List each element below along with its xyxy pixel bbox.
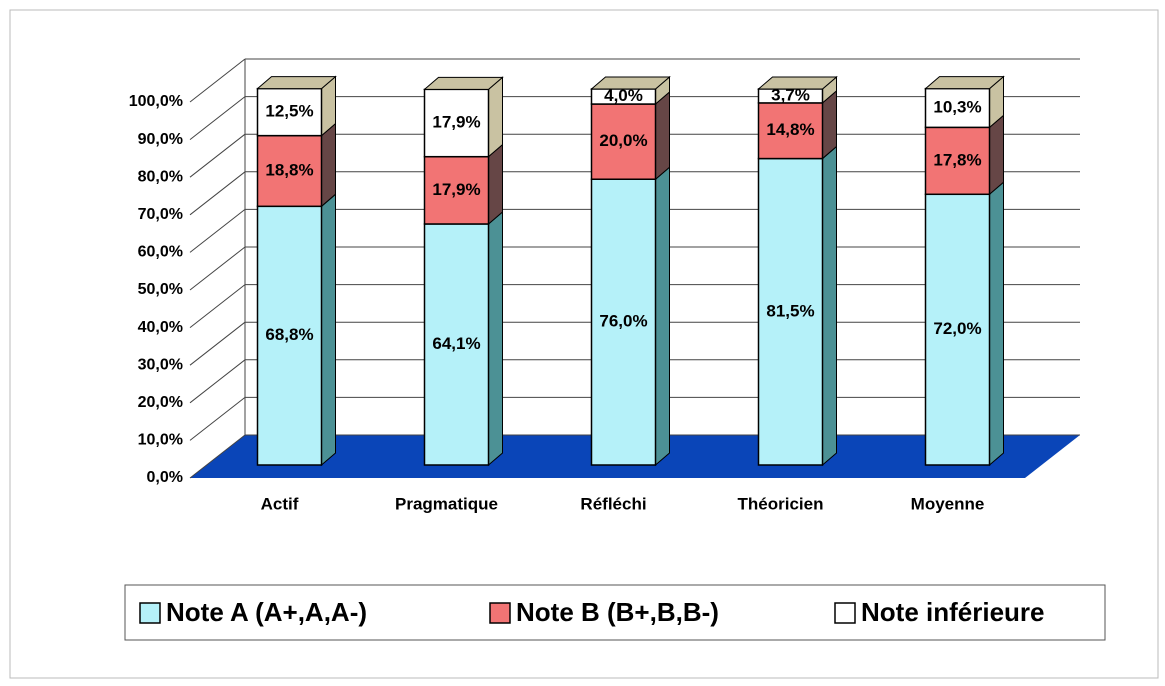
data-label: 10,3% [933, 97, 981, 116]
y-tick-label: 20,0% [138, 394, 183, 411]
y-tick-label: 40,0% [138, 319, 183, 336]
legend-label: Note B (B+,B,B-) [516, 597, 719, 627]
data-label: 72,0% [933, 319, 981, 338]
data-label: 17,9% [432, 180, 480, 199]
y-tick-label: 70,0% [138, 206, 183, 223]
data-label: 14,8% [766, 120, 814, 139]
bar [757, 157, 824, 466]
bar-side [488, 143, 503, 226]
x-tick-label: Moyenne [911, 494, 985, 513]
data-label: 76,0% [599, 312, 647, 331]
bar-top [256, 76, 337, 90]
data-label: 17,8% [933, 150, 981, 169]
bar-side [655, 90, 670, 181]
grid-line-side [189, 58, 246, 103]
legend-box [124, 584, 1106, 641]
legend-label: Note A (A+,A,A-) [166, 597, 367, 627]
bar-top [423, 76, 504, 90]
bar [924, 126, 991, 196]
grid-line-side [189, 321, 246, 366]
y-tick-label: 10,0% [138, 432, 183, 449]
bar-top [590, 76, 671, 90]
bar-top [757, 76, 838, 90]
bar-side [321, 193, 336, 467]
grid-line-side [189, 434, 246, 479]
bar [423, 155, 490, 225]
legend-label: Note inférieure [861, 597, 1045, 627]
bar [256, 134, 323, 208]
bar [924, 193, 991, 466]
y-tick-label: 80,0% [138, 168, 183, 185]
bar [256, 205, 323, 466]
x-tick-label: Pragmatique [395, 494, 498, 513]
y-tick-label: 30,0% [138, 356, 183, 373]
legend-swatch [139, 602, 161, 624]
legend-swatch [489, 602, 511, 624]
bar [590, 178, 657, 466]
data-label: 4,0% [604, 86, 643, 105]
data-label: 3,7% [771, 85, 810, 104]
bar [423, 223, 490, 466]
grid-line-side [189, 246, 246, 291]
legend-swatch [834, 602, 856, 624]
bar-side [655, 166, 670, 467]
grid-line-side [189, 96, 246, 140]
data-label: 64,1% [432, 334, 480, 353]
bar [423, 88, 490, 158]
bar [924, 87, 991, 129]
data-label: 81,5% [766, 301, 814, 320]
bar-side [321, 122, 336, 208]
x-tick-label: Théoricien [738, 494, 824, 513]
bar [757, 102, 824, 160]
y-tick-label: 60,0% [138, 244, 183, 261]
data-label: 17,9% [432, 113, 480, 132]
bar-side [488, 210, 503, 467]
data-label: 12,5% [265, 102, 313, 121]
y-tick-label: 100,0% [129, 93, 183, 110]
x-tick-label: Réfléchi [580, 494, 646, 513]
x-tick-label: Actif [261, 494, 299, 513]
data-label: 18,8% [265, 160, 313, 179]
data-label: 68,8% [265, 325, 313, 344]
grid-line-side [189, 359, 246, 404]
data-label: 20,0% [599, 131, 647, 150]
bar-side [488, 76, 503, 158]
bar-side [822, 145, 837, 467]
y-tick-label: 0,0% [147, 469, 183, 486]
grid-line-side [189, 209, 246, 253]
grid-line-side [189, 171, 246, 216]
grid-line-side [189, 284, 246, 328]
grid-line-side [189, 397, 246, 441]
y-tick-label: 50,0% [138, 281, 183, 298]
bar-top [924, 76, 1005, 90]
bar-side [989, 181, 1004, 467]
bar [256, 87, 323, 137]
y-tick-label: 90,0% [138, 131, 183, 148]
bar-side [989, 114, 1004, 196]
grid-line-side [189, 133, 246, 178]
